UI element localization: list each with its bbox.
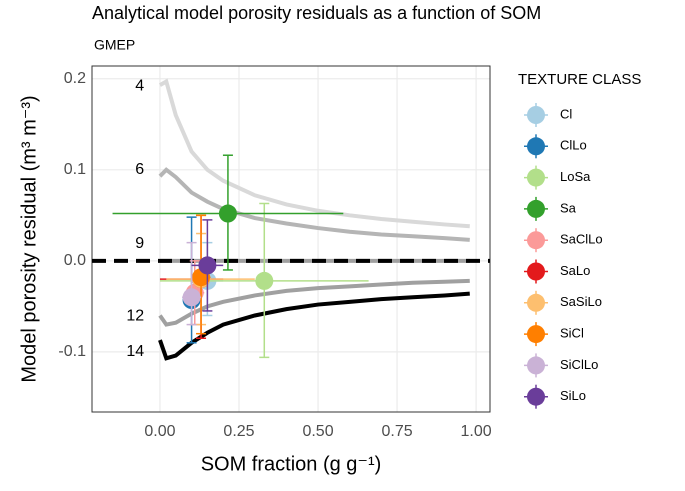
legend-label: Sa (560, 200, 577, 215)
legend-title: TEXTURE CLASS (518, 71, 641, 88)
legend-key (527, 387, 545, 406)
curve-label: 12 (126, 308, 144, 325)
x-tick-label: 0.25 (223, 423, 254, 440)
legend-label: SaLo (560, 263, 590, 278)
legend-label: SaSiLo (560, 294, 602, 309)
y-tick-label: 0.2 (64, 70, 86, 87)
chart-title: Analytical model porosity residuals as a… (92, 3, 541, 23)
legend-key (527, 137, 545, 156)
x-axis-label: SOM fraction (g g⁻¹) (201, 453, 382, 475)
legend-label: ClLo (560, 138, 587, 153)
x-tick-label: 0.75 (381, 423, 412, 440)
x-tick-label: 1.00 (461, 423, 492, 440)
legend-label: SiLo (560, 388, 586, 403)
model-curve (158, 78, 470, 229)
y-axis-label: Model porosity residual (m³ m⁻³) (18, 95, 40, 382)
legend-label: SiCl (560, 326, 584, 341)
point (182, 288, 201, 307)
legend-key (527, 356, 545, 375)
legend-key (527, 199, 545, 218)
chart-subtitle: GMEP (94, 37, 135, 53)
legend-key (527, 293, 545, 312)
curve-label: 9 (135, 235, 144, 252)
model-curve (158, 291, 470, 361)
y-tick-label: 0.1 (64, 161, 86, 178)
model-curve (158, 167, 470, 242)
legend-label: SiClLo (560, 357, 598, 372)
x-tick-label: 0.00 (144, 423, 175, 440)
model-curve (158, 278, 470, 327)
panel-border (91, 65, 491, 413)
legend-label: SaClLo (560, 232, 603, 247)
legend-key (527, 106, 545, 124)
point (218, 204, 237, 223)
y-tick-label: 0.0 (64, 252, 86, 269)
point (255, 271, 274, 290)
legend-label: LoSa (560, 169, 591, 184)
y-tick-label: -0.1 (58, 343, 86, 360)
legend-key (527, 231, 545, 250)
curve-label: 6 (135, 161, 144, 178)
legend-key (527, 325, 545, 344)
legend-label: Cl (560, 106, 572, 121)
curve-label: 4 (135, 77, 144, 94)
x-tick-label: 0.50 (302, 423, 333, 440)
curve-label: 14 (126, 343, 144, 360)
legend-key (527, 262, 545, 281)
legend-key (527, 168, 545, 187)
point (198, 256, 217, 275)
